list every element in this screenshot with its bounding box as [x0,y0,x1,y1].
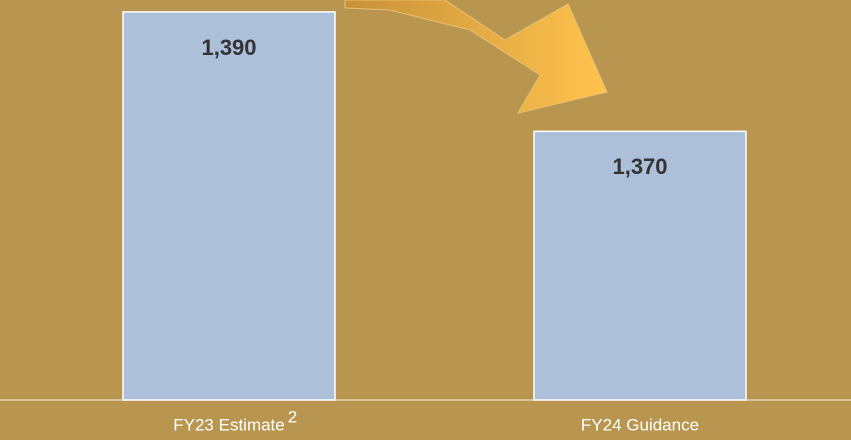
x-tick-label: FY24 Guidance [581,415,699,434]
x-tick-label: FY23 Estimate [173,415,285,434]
value-label: 1,390 [201,35,256,60]
bar [533,130,747,401]
arrow [344,0,608,114]
bar [122,11,336,401]
footnote-mark: 2 [288,407,297,426]
value-label: 1,370 [612,154,667,179]
